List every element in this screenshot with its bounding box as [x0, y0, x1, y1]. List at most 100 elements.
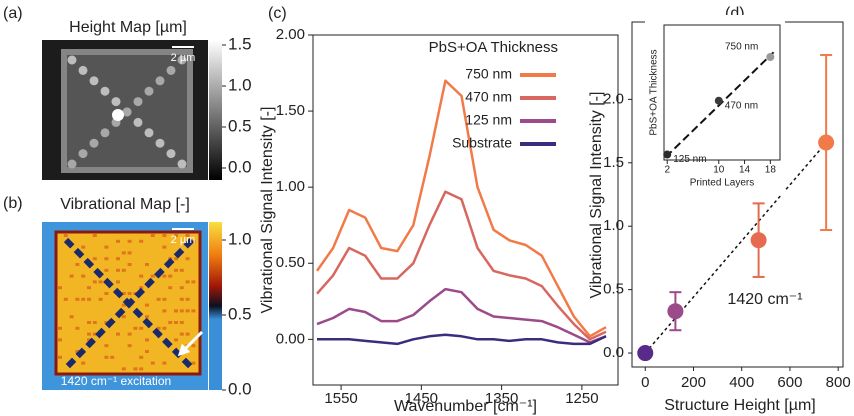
texture — [185, 257, 190, 261]
x-tick-label: 400 — [729, 374, 754, 391]
texture — [162, 245, 167, 249]
texture — [121, 268, 126, 272]
colorbar — [209, 222, 222, 390]
texture — [162, 234, 167, 237]
texture — [145, 263, 149, 266]
structure-dot — [100, 128, 110, 138]
annotation: 1420 cm⁻¹ — [727, 291, 802, 308]
plot-frame — [663, 24, 781, 161]
texture — [87, 321, 91, 324]
arrow — [177, 330, 204, 357]
texture — [92, 332, 97, 336]
texture — [191, 280, 196, 284]
spectrum-line — [317, 333, 607, 346]
texture — [116, 332, 120, 336]
data-label: 470 nm — [725, 100, 758, 111]
y-tick-label: 1.0 — [603, 217, 624, 234]
structure-dot — [89, 138, 99, 148]
y-tick-label: 1.50 — [276, 102, 305, 119]
texture — [156, 297, 161, 301]
texture — [81, 245, 86, 249]
y-tick-label: 0.5 — [603, 281, 624, 298]
texture — [150, 274, 155, 278]
structure-dot — [67, 159, 77, 169]
legend-label: 750 nm — [465, 66, 512, 82]
structure-dot — [100, 86, 110, 96]
texture — [58, 286, 62, 290]
texture — [63, 234, 68, 237]
data-point — [818, 134, 835, 151]
texture — [75, 350, 80, 353]
texture — [168, 286, 173, 290]
texture — [87, 332, 91, 336]
texture — [162, 274, 167, 278]
spectrum-line — [315, 79, 607, 338]
data-point — [667, 303, 684, 320]
texture — [116, 268, 120, 272]
texture — [92, 234, 97, 237]
texture — [121, 303, 126, 307]
texture — [116, 239, 120, 243]
texture — [104, 268, 109, 272]
structure-dot — [67, 55, 77, 65]
texture — [69, 315, 74, 319]
y-tick-label: 2.0 — [603, 90, 624, 107]
inset-background — [645, 15, 785, 195]
x-tick-label: 200 — [681, 374, 706, 391]
texture — [87, 286, 91, 290]
x-tick-label: 14 — [739, 165, 751, 176]
structure-dot — [122, 107, 132, 117]
texture — [81, 361, 86, 365]
structure-dot — [78, 149, 88, 159]
texture — [174, 234, 178, 237]
structure-dot — [155, 138, 165, 148]
structure-dot — [89, 76, 99, 86]
x-tick-label: 1250 — [565, 390, 598, 407]
texture — [92, 257, 97, 261]
texture — [127, 239, 132, 243]
texture — [139, 355, 144, 359]
y-tick-label: 0.0 — [603, 344, 624, 361]
x-tick-label: 10 — [713, 165, 725, 176]
texture — [150, 361, 155, 365]
x-tick-label: 800 — [826, 374, 851, 391]
panel-title: Vibrational Map [-] — [60, 196, 190, 213]
texture — [179, 286, 184, 290]
texture — [127, 251, 132, 255]
texture — [104, 245, 109, 249]
structure-dot — [133, 97, 143, 107]
texture — [185, 280, 190, 284]
y-tick-label: 0.50 — [276, 254, 305, 271]
texture — [133, 326, 138, 330]
texture — [162, 297, 167, 301]
texture — [58, 326, 62, 330]
x-tick-label: 2 — [664, 165, 670, 176]
x-tick-label: 0 — [641, 374, 649, 391]
texture — [162, 326, 167, 330]
colorbar-tick-label: 0.5 — [228, 304, 252, 323]
texture — [191, 344, 196, 348]
data-label: 750 nm — [725, 42, 758, 53]
scale-bar-label: 2 µm — [171, 234, 196, 246]
texture — [104, 292, 109, 295]
texture — [145, 338, 149, 342]
texture — [139, 239, 144, 243]
scale-bar-label: 2 µm — [171, 52, 196, 64]
texture — [98, 280, 103, 284]
y-tick-label: 1.5 — [603, 154, 624, 171]
texture — [139, 367, 144, 371]
colorbar-tick-label: 1.5 — [228, 34, 252, 53]
texture — [116, 280, 120, 284]
texture — [75, 326, 80, 330]
texture — [139, 274, 144, 278]
structure-dot — [111, 97, 121, 107]
x-axis-label: Printed Layers — [690, 178, 754, 189]
texture — [179, 321, 184, 324]
texture — [179, 309, 184, 313]
texture — [179, 332, 184, 336]
structure-dot — [177, 55, 187, 65]
panel-label: (b) — [3, 195, 23, 212]
texture — [179, 297, 184, 301]
legend-label: 125 nm — [465, 112, 512, 128]
texture — [145, 303, 149, 307]
